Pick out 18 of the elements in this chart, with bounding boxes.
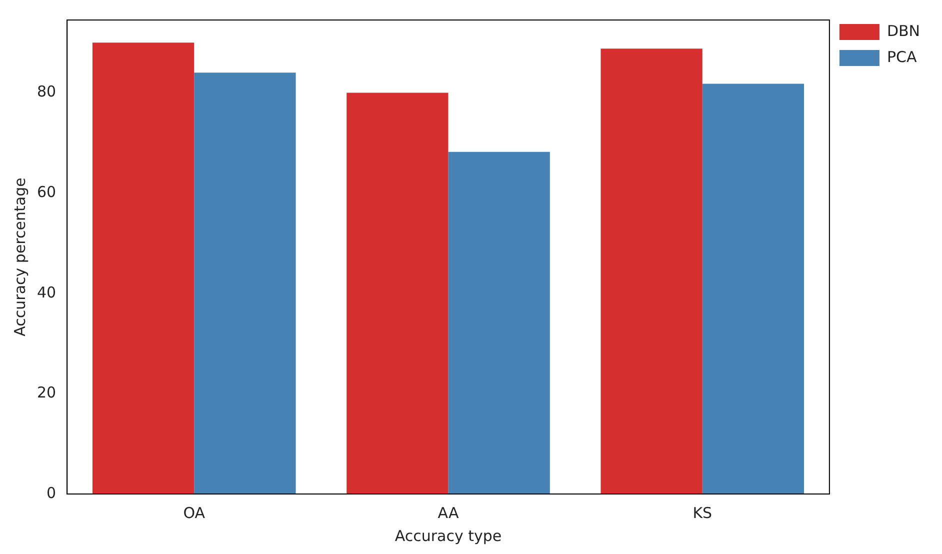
x-tick-label: KS: [692, 504, 712, 522]
legend-label: PCA: [886, 48, 918, 66]
bar: [448, 152, 550, 494]
y-tick-label: 40: [36, 283, 56, 302]
y-tick-label: 0: [46, 484, 56, 502]
y-tick-label: 80: [36, 82, 56, 101]
x-tick-label: AA: [438, 504, 460, 522]
legend-label: DBN: [886, 22, 920, 40]
y-tick-label: 60: [36, 182, 56, 201]
bar: [702, 84, 804, 494]
x-tick-label: OA: [183, 504, 206, 522]
bar: [92, 42, 194, 494]
bar: [346, 92, 448, 494]
x-axis-title: Accuracy type: [394, 526, 502, 545]
bar: [194, 72, 296, 494]
bar: [600, 48, 702, 494]
y-tick-label: 20: [36, 384, 56, 402]
y-axis-title: Accuracy percentage: [10, 178, 29, 336]
